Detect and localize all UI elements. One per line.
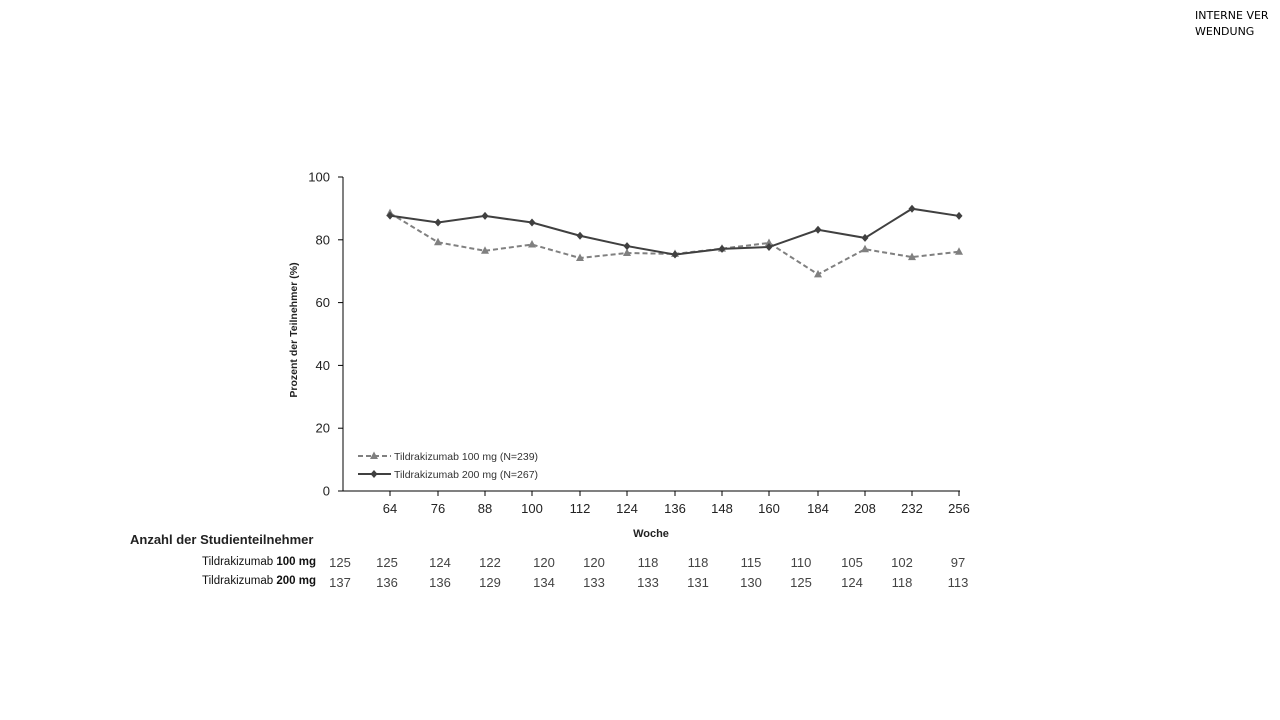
internal-use-badge: INTERNE VERWENDUNG xyxy=(1195,9,1269,38)
x-tick-label: 184 xyxy=(807,501,829,516)
risk-table-cell: 125 xyxy=(329,555,351,570)
x-tick-label: 100 xyxy=(521,501,543,516)
series-1-point xyxy=(908,252,916,261)
series-2-point xyxy=(671,250,679,259)
y-tick-label: 20 xyxy=(316,421,330,436)
x-tick-label: 148 xyxy=(711,501,733,516)
series-2-point xyxy=(908,204,916,213)
risk-table-cell: 133 xyxy=(637,575,659,590)
risk-table-cell: 102 xyxy=(891,555,913,570)
risk-table-cell: 125 xyxy=(790,575,812,590)
risk-table-cell: 137 xyxy=(329,575,351,590)
risk-table-cell: 129 xyxy=(479,575,501,590)
series-2-point xyxy=(623,242,631,251)
series-2-point xyxy=(955,211,963,220)
x-tick-label: 112 xyxy=(570,501,591,516)
legend-label: Tildrakizumab 200 mg (N=267) xyxy=(394,469,538,481)
series-2-point xyxy=(481,211,489,220)
y-axis-title: Prozent der Teilnehmer (%) xyxy=(288,262,300,397)
y-tick-label: 0 xyxy=(323,484,330,499)
legend-label: Tildrakizumab 100 mg (N=239) xyxy=(394,451,538,463)
series-2-point xyxy=(765,243,773,252)
risk-table-cell: 120 xyxy=(533,555,555,570)
risk-table-cell: 125 xyxy=(376,555,398,570)
series-2-point xyxy=(386,211,394,220)
x-tick-label: 136 xyxy=(664,501,686,516)
x-axis-title: Woche xyxy=(633,528,669,540)
series-1-point xyxy=(861,244,869,253)
y-tick-label: 100 xyxy=(308,170,330,185)
series-1-point xyxy=(955,247,963,255)
risk-row-label-prefix: Tildrakizumab xyxy=(202,575,277,587)
risk-table-title: Anzahl der Studienteilnehmer xyxy=(130,532,314,547)
risk-row-label-dose: 200 mg xyxy=(276,575,316,587)
risk-table-cell: 124 xyxy=(841,575,863,590)
risk-table-cell: 105 xyxy=(841,555,863,570)
x-tick-label: 208 xyxy=(854,501,876,516)
risk-table-cell: 130 xyxy=(740,575,762,590)
series-2-point xyxy=(528,218,536,227)
series-1-point xyxy=(528,240,536,248)
x-tick-label: 160 xyxy=(758,501,780,516)
series-1-point xyxy=(623,248,631,256)
y-tick-label: 80 xyxy=(316,232,330,247)
risk-table-cell: 134 xyxy=(533,575,555,590)
risk-row-label-100mg: Tildrakizumab 100 mg xyxy=(150,556,316,568)
risk-row-label-prefix: Tildrakizumab xyxy=(202,556,277,568)
x-tick-label: 232 xyxy=(901,501,923,516)
y-tick-label: 40 xyxy=(316,358,330,373)
risk-table-cell: 120 xyxy=(583,555,605,570)
risk-table-cell: 124 xyxy=(429,555,451,570)
legend-swatch-marker xyxy=(370,470,378,478)
series-2-point xyxy=(718,244,726,253)
risk-table-cell: 115 xyxy=(740,555,762,570)
risk-table-cell: 118 xyxy=(891,575,913,590)
x-tick-label: 76 xyxy=(431,501,445,516)
series-2-point xyxy=(434,218,442,227)
series-2-point xyxy=(576,231,584,240)
risk-table-cell: 136 xyxy=(376,575,398,590)
y-tick-label: 60 xyxy=(316,295,330,310)
series-line-1 xyxy=(389,212,960,276)
risk-table-cell: 122 xyxy=(479,555,501,570)
risk-table-cell: 118 xyxy=(687,555,709,570)
x-tick-label: 256 xyxy=(948,501,970,516)
legend-swatch-marker xyxy=(370,451,378,459)
risk-row-label-dose: 100 mg xyxy=(276,556,316,568)
risk-table-cell: 136 xyxy=(429,575,451,590)
risk-row-label-200mg: Tildrakizumab 200 mg xyxy=(150,575,316,587)
series-1-point xyxy=(765,238,773,246)
risk-table-cell: 118 xyxy=(637,555,659,570)
risk-table-cell: 110 xyxy=(790,555,812,570)
series-2-point xyxy=(814,225,822,234)
series-1-point xyxy=(576,253,584,262)
x-tick-label: 64 xyxy=(383,501,397,516)
series-1-point xyxy=(814,269,822,278)
risk-table-cell: 113 xyxy=(947,575,969,590)
risk-table-cell: 133 xyxy=(583,575,605,590)
series-1-point xyxy=(434,237,442,246)
risk-table-cell: 131 xyxy=(687,575,709,590)
series-line-2 xyxy=(389,207,960,256)
series-1-point xyxy=(481,246,489,254)
x-tick-label: 88 xyxy=(478,501,492,516)
risk-table-cell: 97 xyxy=(950,555,966,570)
series-2-point xyxy=(861,233,869,242)
x-tick-label: 124 xyxy=(616,501,638,516)
